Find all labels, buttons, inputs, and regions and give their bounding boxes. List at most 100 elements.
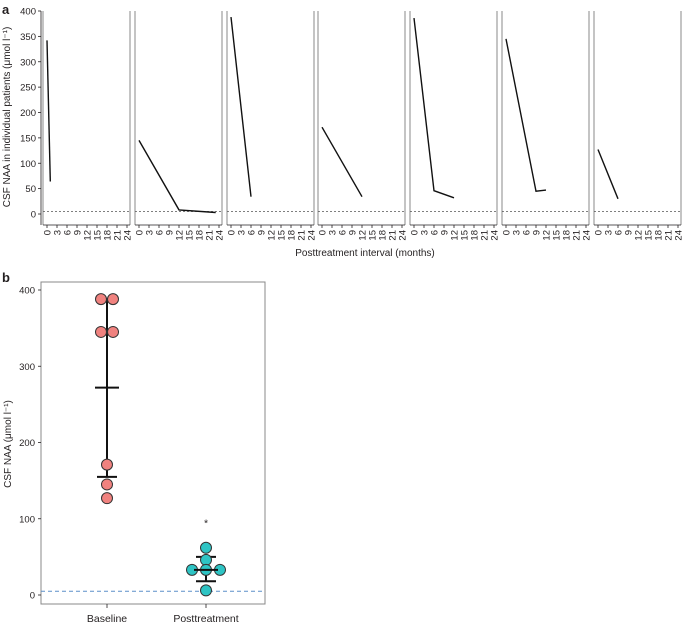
x-tick-label: 3 xyxy=(237,230,248,235)
x-tick-label: 21 xyxy=(388,230,399,241)
data-point xyxy=(95,293,107,306)
x-tick-label: 0 xyxy=(227,230,238,235)
data-point xyxy=(101,492,113,505)
panel-b-marks: Baseline Posttreatment * xyxy=(41,293,265,625)
x-tick-label: 0 xyxy=(594,230,605,235)
data-point xyxy=(107,293,119,306)
x-tick-label: 0 xyxy=(135,230,146,235)
panel-a-letter: a xyxy=(2,2,10,17)
x-tick-label: 6 xyxy=(614,230,625,235)
panel-b-scatter: 0 100 200 300 400 CSF NAA (μmol l⁻¹) Baselin… xyxy=(3,281,266,625)
x-tick-label: 9 xyxy=(257,230,268,235)
panel-a-y-tick-label: 250 xyxy=(20,83,36,94)
panel-a-subplot: 0 3 6 9 12 15 18 21 24 xyxy=(42,11,134,241)
x-tick-label: 12 xyxy=(267,230,278,241)
x-tick-label: 15 xyxy=(552,230,563,241)
panel-a-y-tick-label: 150 xyxy=(20,133,36,144)
x-tick-label: 15 xyxy=(460,230,471,241)
patient-series-line xyxy=(413,18,455,199)
panel-a-y-tick-label: 400 xyxy=(20,7,36,18)
x-tick-label: 24 xyxy=(307,230,318,241)
patient-series-line xyxy=(505,38,547,192)
panel-a-subplot: 0 3 6 9 12 15 18 21 24 xyxy=(501,11,593,241)
panel-b-y-tick-label: 100 xyxy=(19,514,35,525)
panel-b-y-tick-label: 300 xyxy=(19,362,35,373)
x-tick-label: 0 xyxy=(318,230,329,235)
x-tick-label: 9 xyxy=(624,230,635,235)
x-tick-label: 3 xyxy=(145,230,156,235)
x-tick-label: 24 xyxy=(490,230,501,241)
x-tick-label: 21 xyxy=(480,230,491,241)
panel-b-category-label: Posttreatment xyxy=(173,613,238,625)
data-point xyxy=(200,541,212,554)
x-tick-label: 15 xyxy=(277,230,288,241)
panel-a-y-axis-title: CSF NAA in individual patients (μmol l⁻¹… xyxy=(2,27,13,208)
x-tick-label: 6 xyxy=(338,230,349,235)
x-tick-label: 0 xyxy=(410,230,421,235)
panel-b-y-axis-title: CSF NAA (μmol l⁻¹) xyxy=(3,400,14,488)
x-tick-label: 15 xyxy=(644,230,655,241)
x-tick-label: 0 xyxy=(43,230,54,235)
x-tick-label: 18 xyxy=(378,230,389,241)
data-point xyxy=(95,325,107,338)
data-point xyxy=(101,478,113,491)
patient-series-line xyxy=(597,149,619,200)
x-tick-label: 21 xyxy=(205,230,216,241)
x-tick-label: 9 xyxy=(532,230,543,235)
x-tick-label: 21 xyxy=(572,230,583,241)
x-tick-label: 24 xyxy=(582,230,593,241)
panel-a-subplots: 0 3 6 9 12 15 18 21 24 0 3 6 9 12 15 18 21 24 0 3 6 9 12 15 18 21… xyxy=(42,11,685,241)
panel-a-y-axis: 0 50 100 150 200 250 300 350 400 xyxy=(20,7,42,225)
x-tick-label: 12 xyxy=(542,230,553,241)
x-tick-label: 3 xyxy=(420,230,431,235)
patient-series-line xyxy=(321,126,363,198)
x-tick-label: 12 xyxy=(634,230,645,241)
x-tick-label: 6 xyxy=(155,230,166,235)
x-tick-label: 15 xyxy=(368,230,379,241)
x-tick-label: 18 xyxy=(562,230,573,241)
patient-series-line xyxy=(46,40,51,182)
panel-a-y-tick-label: 0 xyxy=(31,210,36,221)
x-tick-label: 21 xyxy=(297,230,308,241)
x-tick-label: 18 xyxy=(654,230,665,241)
panel-a-y-tick-label: 300 xyxy=(20,57,36,68)
panel-b-y-tick-label: 400 xyxy=(19,286,35,297)
data-point xyxy=(107,325,119,338)
x-tick-label: 15 xyxy=(93,230,104,241)
x-tick-label: 6 xyxy=(522,230,533,235)
patient-series-line xyxy=(230,17,252,197)
x-tick-label: 18 xyxy=(287,230,298,241)
panel-a-x-axis-title: Posttreatment interval (months) xyxy=(295,248,435,259)
x-tick-label: 18 xyxy=(470,230,481,241)
x-tick-label: 6 xyxy=(247,230,258,235)
x-tick-label: 3 xyxy=(328,230,339,235)
x-tick-label: 12 xyxy=(450,230,461,241)
x-tick-label: 6 xyxy=(63,230,74,235)
x-tick-label: 12 xyxy=(83,230,94,241)
x-tick-label: 24 xyxy=(674,230,685,241)
panel-b-y-axis: 0 100 200 300 400 xyxy=(19,286,41,602)
x-tick-label: 3 xyxy=(604,230,615,235)
x-tick-label: 18 xyxy=(195,230,206,241)
panel-b-y-tick-label: 200 xyxy=(19,438,35,449)
x-tick-label: 21 xyxy=(664,230,675,241)
x-tick-label: 9 xyxy=(165,230,176,235)
x-tick-label: 9 xyxy=(348,230,359,235)
x-tick-label: 15 xyxy=(185,230,196,241)
panel-a-subplot: 0 3 6 9 12 15 18 21 24 xyxy=(409,11,501,241)
x-tick-label: 21 xyxy=(113,230,124,241)
x-tick-label: 18 xyxy=(103,230,114,241)
significance-asterisk: * xyxy=(204,517,208,529)
patient-series-line xyxy=(138,140,216,214)
x-tick-label: 9 xyxy=(73,230,84,235)
data-point xyxy=(101,458,113,471)
x-tick-label: 24 xyxy=(123,230,134,241)
panel-a-y-tick-label: 200 xyxy=(20,108,36,119)
panel-a-y-tick-label: 350 xyxy=(20,32,36,43)
panel-a-y-tick-label: 100 xyxy=(20,159,36,170)
x-tick-label: 3 xyxy=(53,230,64,235)
x-tick-label: 0 xyxy=(502,230,513,235)
data-point xyxy=(200,584,212,597)
